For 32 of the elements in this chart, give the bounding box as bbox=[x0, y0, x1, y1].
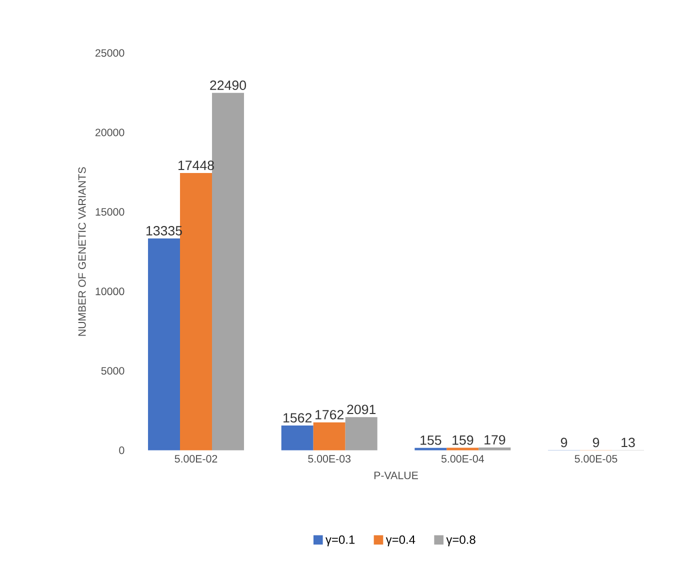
y-tick-label: 15000 bbox=[96, 208, 124, 216]
bar bbox=[281, 425, 314, 450]
data-label: 159 bbox=[452, 435, 474, 445]
legend-label: γ=0.1 bbox=[326, 535, 355, 546]
data-label: 1762 bbox=[316, 410, 344, 420]
data-label: 2091 bbox=[347, 404, 376, 414]
data-label: 13 bbox=[622, 438, 635, 448]
data-label: 9 bbox=[592, 438, 600, 448]
data-label: 1562 bbox=[284, 413, 312, 423]
data-label: 155 bbox=[420, 436, 442, 445]
x-tick-label: 5.00E-04 bbox=[441, 455, 484, 463]
x-axis-title: P-VALUE bbox=[374, 472, 418, 480]
legend-label: γ=0.8 bbox=[446, 535, 476, 546]
y-tick-label: 0 bbox=[119, 446, 124, 454]
data-label: 17448 bbox=[178, 160, 214, 170]
x-tick-label: 5.00E-03 bbox=[308, 455, 351, 463]
x-tick-label: 5.00E-02 bbox=[174, 455, 218, 463]
bar bbox=[345, 417, 378, 450]
data-label: 22490 bbox=[210, 80, 246, 90]
bar bbox=[148, 238, 180, 450]
y-tick-label: 5000 bbox=[101, 367, 124, 375]
y-tick-label: 10000 bbox=[96, 288, 124, 296]
x-tick-label: 5.00E-05 bbox=[574, 455, 618, 463]
y-tick-label: 20000 bbox=[96, 128, 124, 136]
data-label: 9 bbox=[560, 438, 568, 448]
data-label: 179 bbox=[484, 435, 506, 445]
bar bbox=[313, 422, 346, 450]
y-tick-label: 25000 bbox=[96, 49, 124, 57]
y-axis-title: NUMBER OF GENETIC VARIANTS bbox=[78, 167, 86, 336]
legend-label: γ=0.4 bbox=[386, 535, 416, 546]
bar bbox=[180, 173, 212, 450]
bar bbox=[212, 92, 244, 450]
